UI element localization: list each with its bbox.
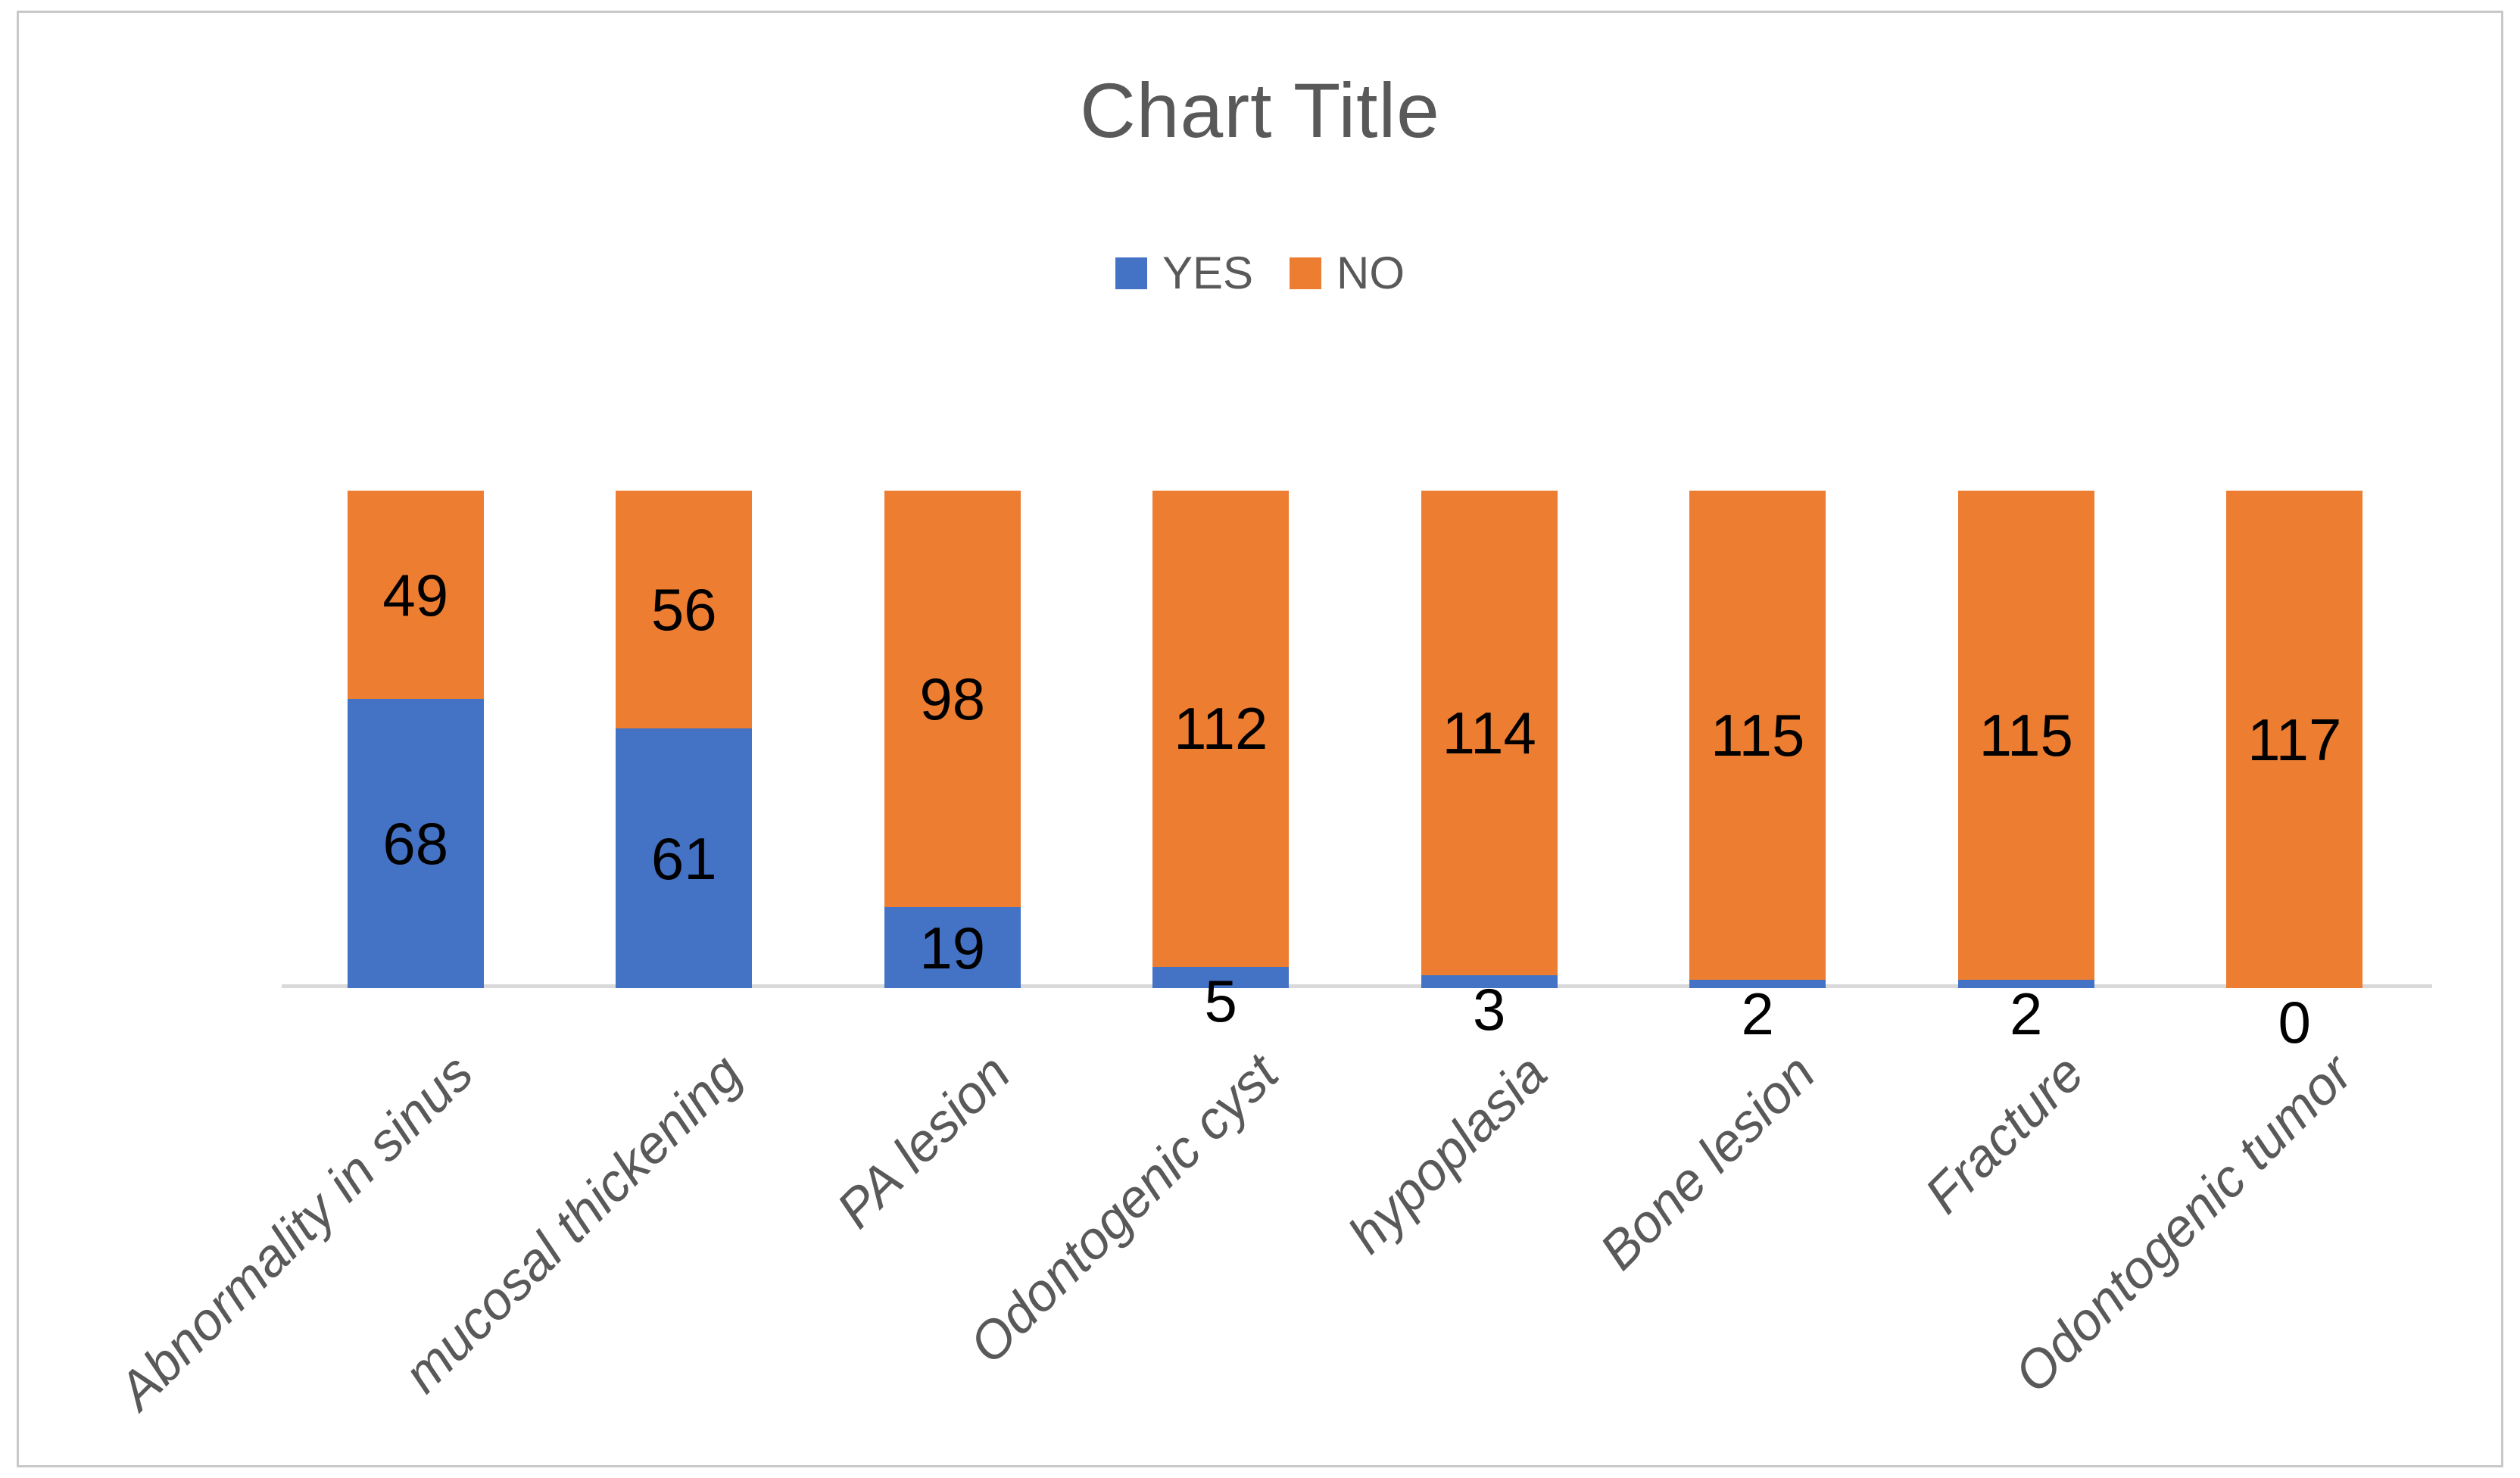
x-axis-label: PA lesion bbox=[825, 1043, 1021, 1239]
data-label-yes: 3 bbox=[1473, 976, 1506, 1043]
bar-segment-no bbox=[347, 491, 484, 700]
legend-marker-no-icon bbox=[1290, 257, 1322, 289]
bar-segment-yes bbox=[1957, 979, 2094, 988]
bar-segment-no bbox=[616, 491, 753, 729]
data-label-yes: 68 bbox=[382, 810, 449, 878]
data-label-yes: 5 bbox=[1204, 967, 1237, 1034]
x-axis-label: Fracture bbox=[1913, 1043, 2095, 1225]
data-label-no: 115 bbox=[1979, 701, 2073, 769]
bar-segment-yes bbox=[1689, 979, 1826, 988]
legend-item-no: NO bbox=[1290, 247, 1405, 299]
data-label-no: 112 bbox=[1174, 695, 1268, 762]
data-label-no: 117 bbox=[2247, 706, 2342, 773]
data-label-yes: 19 bbox=[919, 914, 986, 981]
x-axis-line bbox=[282, 984, 2432, 988]
bar-segment-yes bbox=[347, 699, 484, 988]
legend: YES NO bbox=[0, 247, 2520, 299]
bar-segment-no bbox=[1689, 491, 1826, 980]
x-axis-label: Bone lesion bbox=[1589, 1043, 1827, 1281]
data-label-yes: 0 bbox=[2278, 989, 2311, 1055]
data-label-yes: 61 bbox=[650, 825, 717, 892]
bar-segment-no bbox=[1957, 491, 2094, 980]
legend-item-yes: YES bbox=[1115, 247, 1253, 299]
data-label-no: 98 bbox=[919, 666, 986, 733]
data-label-yes: 2 bbox=[2010, 980, 2043, 1047]
bar-segment-yes bbox=[1152, 966, 1290, 988]
legend-label-no: NO bbox=[1336, 248, 1405, 298]
bar-segment-no bbox=[1421, 491, 1558, 976]
chart-title: Chart Title bbox=[1080, 67, 1440, 154]
data-label-no: 115 bbox=[1711, 701, 1805, 769]
data-label-yes: 2 bbox=[1741, 980, 1774, 1047]
data-label-no: 49 bbox=[382, 561, 449, 628]
legend-label-yes: YES bbox=[1162, 248, 1254, 298]
bar-segment-no bbox=[884, 491, 1021, 908]
bar-segment-no bbox=[1152, 491, 1290, 967]
data-label-no: 56 bbox=[650, 576, 717, 644]
data-label-no: 114 bbox=[1442, 700, 1536, 767]
legend-marker-yes-icon bbox=[1115, 257, 1147, 289]
bar-segment-yes bbox=[1421, 975, 1558, 988]
bar-segment-no bbox=[2226, 491, 2363, 988]
x-axis-label: hypoplasia bbox=[1336, 1043, 1558, 1264]
bar-segment-yes bbox=[884, 907, 1021, 988]
bar-segment-yes bbox=[616, 728, 753, 988]
